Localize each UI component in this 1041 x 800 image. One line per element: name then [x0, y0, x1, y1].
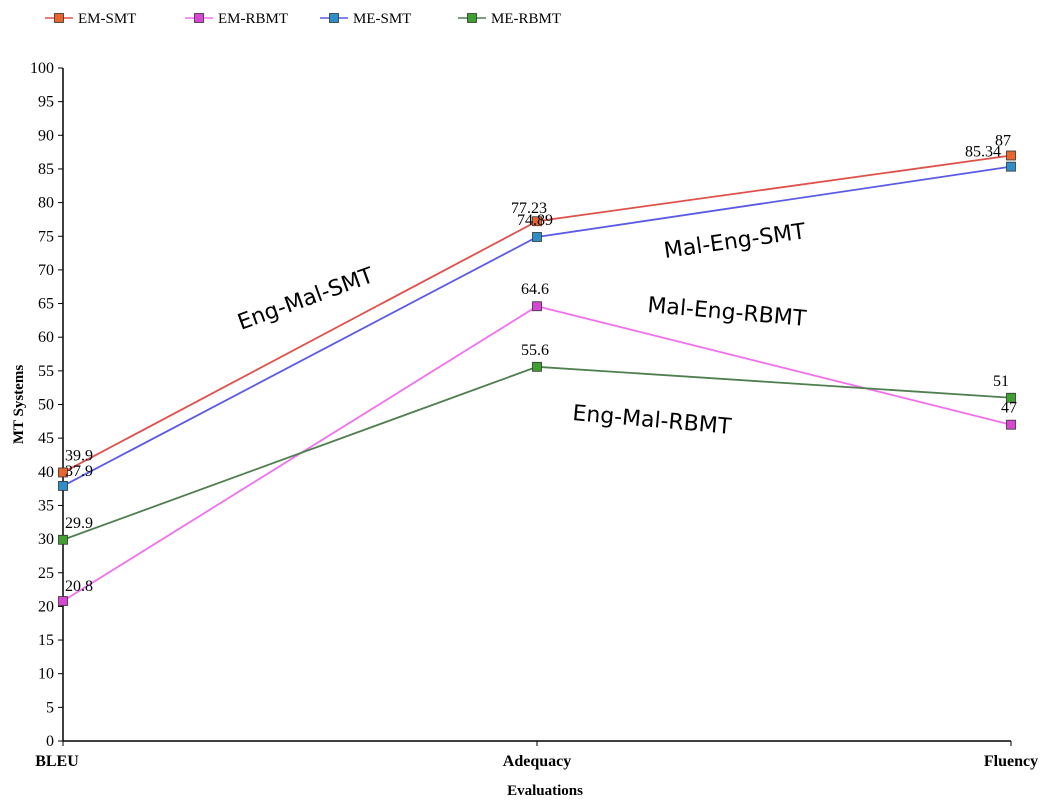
- axes: 0 5 10 15 20 25 30 35 40 45 50 55 60 65 70 75 80 85 90 95 10…: [30, 60, 1038, 770]
- y-tick-label: 35: [38, 497, 54, 514]
- x-tick-label: Adequacy: [503, 753, 571, 770]
- marker-me-rbmt-fluency: [1006, 392, 1016, 403]
- annotation-mal-eng-smt: Mal-Eng-SMT: [662, 219, 807, 264]
- x-tick-label: Fluency: [984, 753, 1038, 770]
- data-label-em-smt-adequacy: 77.23: [511, 200, 547, 217]
- data-label-em-smt-fluency: 87: [995, 132, 1011, 149]
- legend-label-em-rbmt: EM-RBMT: [218, 11, 288, 27]
- series-markers: [58, 150, 1016, 606]
- legend-marker-em-smt: [54, 13, 64, 23]
- marker-em-rbmt-fluency: [1006, 419, 1016, 430]
- marker-em-smt-fluency: [1006, 150, 1016, 161]
- data-label-me-rbmt-adequacy: 55.6: [521, 342, 549, 359]
- legend-label-em-smt: EM-SMT: [78, 11, 136, 27]
- y-tick-label: 15: [38, 632, 54, 649]
- marker-em-smt-bleu: [58, 467, 68, 478]
- axis-titles: Evaluations MT Systems: [11, 365, 583, 799]
- marker-me-rbmt-adequacy: [532, 361, 542, 372]
- y-tick-label: 80: [38, 195, 54, 212]
- annotations: Eng-Mal-SMT Mal-Eng-SMT Mal-Eng-RBMT Eng-Ma…: [235, 219, 808, 440]
- data-label-me-smt-fluency: 85.34: [965, 144, 1001, 161]
- marker-em-smt-adequacy: [532, 216, 542, 227]
- y-tick-label: 70: [38, 262, 54, 279]
- data-label-me-rbmt-bleu: 29.9: [65, 515, 93, 532]
- legend-marker-em-rbmt: [194, 13, 204, 23]
- series-line-me-rbmt: [62, 365, 1012, 541]
- y-tick-label: 20: [38, 598, 54, 615]
- annotation-eng-mal-smt: Eng-Mal-SMT: [235, 263, 378, 335]
- y-tick-label: 40: [38, 464, 54, 481]
- data-label-em-rbmt-bleu: 20.8: [65, 578, 93, 595]
- data-label-me-smt-adequacy: 74.89: [517, 212, 553, 229]
- data-labels: 39.9 77.23 87 20.8 64.6 47 37.9 74.89 85.34 29.9 5…: [65, 132, 1017, 595]
- x-axis-title: Evaluations: [507, 783, 583, 799]
- legend: EM-SMT EM-RBMT ME-SMT ME-RBMT: [45, 11, 561, 27]
- annotation-mal-eng-rbmt: Mal-Eng-RBMT: [646, 293, 807, 332]
- y-tick-label: 10: [38, 666, 54, 683]
- y-tick-label: 75: [38, 228, 54, 245]
- legend-label-me-rbmt: ME-RBMT: [491, 11, 561, 27]
- y-tick-label: 90: [38, 127, 54, 144]
- legend-marker-me-rbmt: [467, 13, 477, 23]
- y-tick-label: 65: [38, 296, 54, 313]
- marker-em-rbmt-bleu: [58, 596, 68, 606]
- data-label-me-rbmt-fluency: 51: [993, 373, 1009, 390]
- data-label-em-rbmt-adequacy: 64.6: [521, 281, 549, 298]
- y-tick-label: 0: [46, 733, 54, 750]
- marker-me-smt-fluency: [1006, 161, 1016, 172]
- marker-me-smt-adequacy: [532, 232, 542, 242]
- y-tick-label: 45: [38, 430, 54, 447]
- y-tick-label: 50: [38, 397, 54, 414]
- y-tick-label: 100: [30, 60, 54, 77]
- marker-em-rbmt-adequacy: [532, 301, 542, 312]
- x-tick-label: BLEU: [35, 753, 79, 770]
- y-tick-label: 30: [38, 531, 54, 548]
- marker-me-smt-bleu: [58, 481, 68, 491]
- y-tick-label: 5: [46, 699, 54, 716]
- legend-label-me-smt: ME-SMT: [353, 11, 411, 27]
- y-tick-label: 60: [38, 329, 54, 346]
- y-tick-label: 85: [38, 161, 54, 178]
- data-label-em-smt-bleu: 39.9: [65, 447, 93, 464]
- legend-marker-me-smt: [329, 13, 339, 23]
- data-label-me-smt-bleu: 37.9: [65, 463, 93, 480]
- y-tick-label: 55: [38, 363, 54, 380]
- y-tick-label: 25: [38, 565, 54, 582]
- y-axis-title: MT Systems: [11, 365, 27, 444]
- data-label-em-rbmt-fluency: 47: [1001, 400, 1017, 417]
- y-tick-label: 95: [38, 94, 54, 111]
- marker-me-rbmt-bleu: [58, 534, 68, 545]
- annotation-eng-mal-rbmt: Eng-Mal-RBMT: [571, 401, 732, 440]
